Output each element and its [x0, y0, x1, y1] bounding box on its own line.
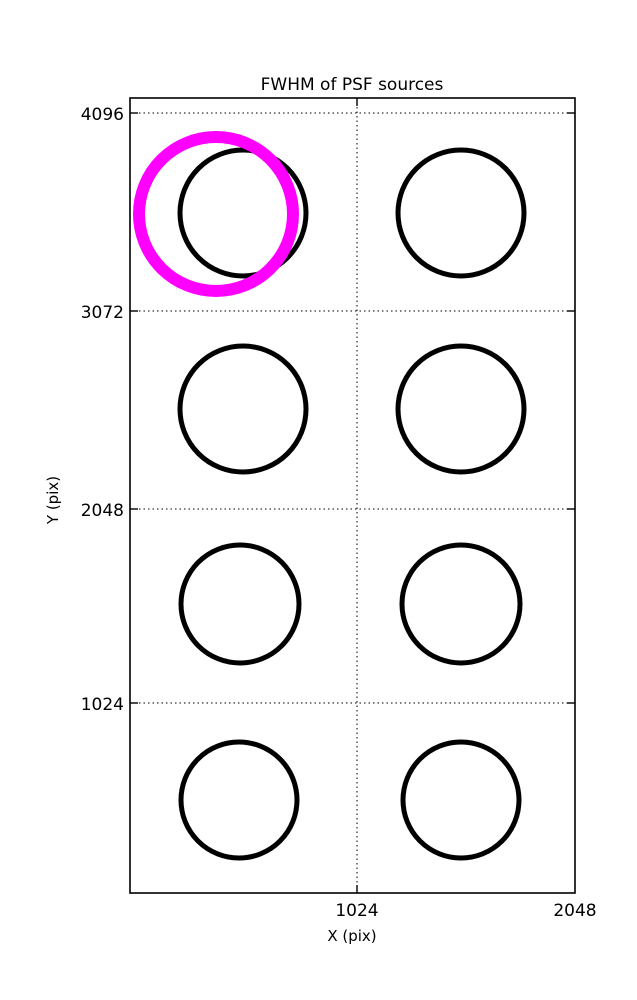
x-tick-label-2048: 2048	[553, 901, 596, 921]
psf-circle-r2c2[interactable]	[395, 343, 527, 475]
plot-frame	[129, 97, 576, 894]
psf-circle-r3c2[interactable]	[399, 542, 523, 666]
psf-circle-r4c2[interactable]	[400, 739, 522, 861]
psf-circle-r4c1[interactable]	[178, 739, 300, 861]
highlighted-source-marker	[133, 131, 299, 297]
psf-circle-highlight[interactable]	[133, 131, 299, 297]
y-tick-label-2048: 2048	[81, 501, 124, 521]
psf-circle-r1c1[interactable]	[177, 147, 309, 279]
psf-circle-r1c2[interactable]	[395, 147, 527, 279]
y-tick-marks	[130, 112, 575, 704]
plot-title: FWHM of PSF sources	[261, 75, 444, 95]
psf-circle-r3c1[interactable]	[178, 542, 302, 666]
x-tick-label-1024: 1024	[335, 901, 378, 921]
y-axis-label: Y (pix)	[44, 476, 62, 525]
y-tick-label-1024: 1024	[81, 695, 124, 715]
y-tick-label-3072: 3072	[81, 303, 124, 323]
psf-circle-r2c1[interactable]	[177, 343, 309, 475]
x-axis-label: X (pix)	[327, 927, 376, 945]
psf-source-markers	[177, 147, 527, 861]
y-tick-label-4096: 4096	[81, 105, 124, 125]
